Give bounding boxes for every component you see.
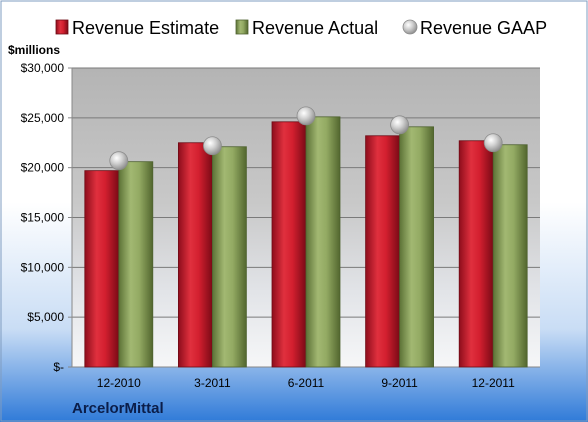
gaap-markers [109,106,503,171]
y-tick-label: $5,000 [27,310,64,324]
bar-revenue-actual [399,126,435,368]
bar-revenue-estimate [365,135,401,368]
marker-revenue-gaap [109,151,129,171]
company-label: ArcelorMittal [72,400,164,417]
legend-label-revenue-estimate: Revenue Estimate [72,18,219,38]
bar-revenue-estimate [458,140,494,368]
legend-swatch-revenue-estimate [55,19,69,35]
unit-label: $millions [8,43,60,57]
marker-revenue-gaap [483,133,503,153]
legend-swatch-revenue-actual [235,19,249,35]
bar-revenue-actual [118,161,154,368]
legend-swatch-revenue-gaap [402,19,418,35]
marker-revenue-gaap [202,136,222,156]
y-tick-label: $10,000 [21,260,65,274]
bars [84,116,528,368]
marker-revenue-gaap [390,115,410,135]
y-axis: $- $5,000 $10,000 $15,000 $20,000 $25,000 $30,… [21,61,73,374]
x-tick-label: 9-2011 [381,376,418,390]
x-tick-label: 12-2010 [97,376,141,390]
legend: Revenue Estimate Revenue Actual Revenue GA… [55,18,547,38]
bar-revenue-actual [211,146,247,368]
legend-label-revenue-gaap: Revenue GAAP [420,18,547,38]
y-tick-label: $20,000 [21,161,65,175]
bar-revenue-actual [492,144,528,368]
x-tick-label: 12-2011 [472,376,515,390]
y-tick-label: $15,000 [21,211,65,225]
y-tick-label: $30,000 [21,61,65,75]
y-tick-label: $- [53,360,64,374]
x-axis: 12-2010 3-2011 6-2011 9-2011 12-2011 [97,376,515,390]
bar-revenue-estimate [271,121,307,368]
bar-revenue-estimate [84,170,120,368]
bar-revenue-actual [305,116,341,368]
x-tick-label: 3-2011 [194,376,231,390]
legend-label-revenue-actual: Revenue Actual [252,18,378,38]
x-tick-label: 6-2011 [288,376,325,390]
y-tick-label: $25,000 [21,111,65,125]
marker-revenue-gaap [296,106,316,126]
bar-revenue-estimate [177,142,213,368]
